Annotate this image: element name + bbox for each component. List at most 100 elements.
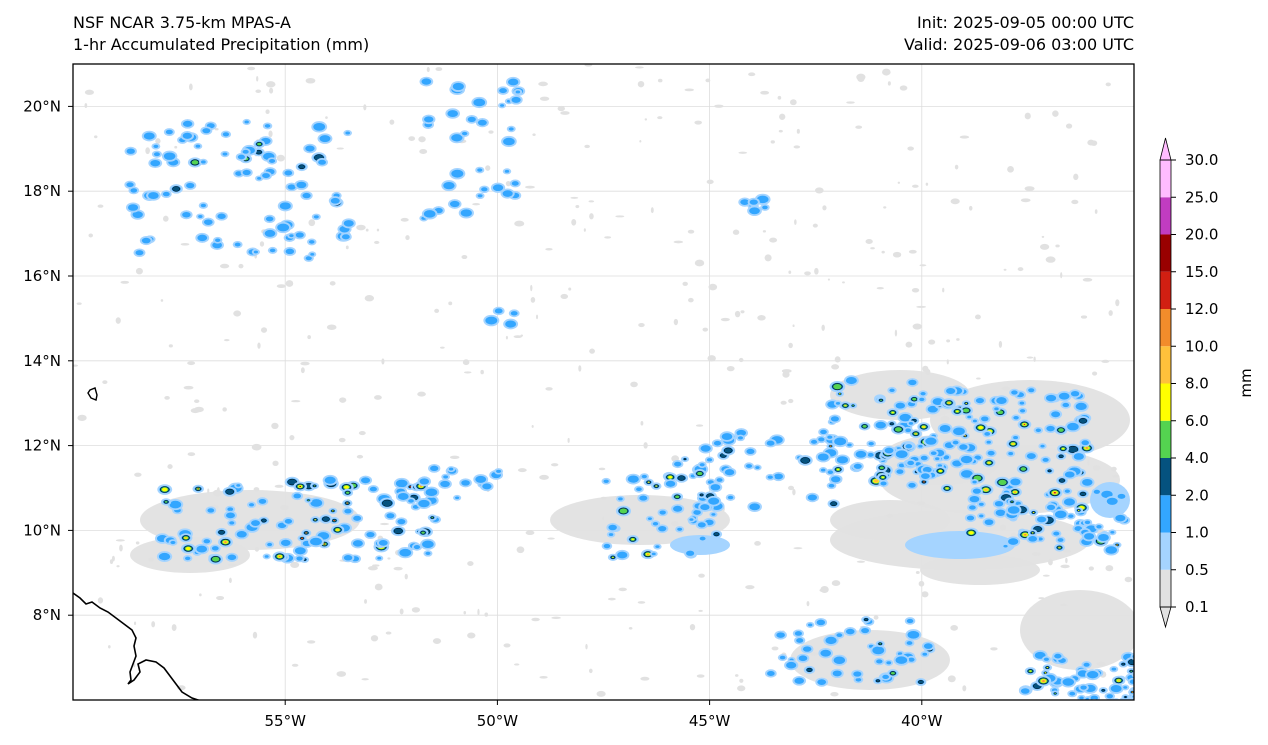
rain-cell-core [697, 522, 706, 528]
drizzle-speck [214, 128, 219, 131]
drizzle-speck [673, 318, 679, 326]
drizzle-speck [865, 238, 873, 244]
drizzle-speck [842, 281, 845, 284]
drizzle-speck [367, 565, 378, 571]
rain-cell-core [794, 631, 803, 636]
rain-cell-core [706, 458, 713, 462]
drizzle-speck [644, 118, 648, 121]
rain-cell-core [295, 232, 304, 238]
rain-cell-core [253, 250, 258, 254]
rain-cell-intense [683, 458, 687, 461]
rain-cell-core [827, 435, 833, 439]
drizzle-speck [356, 224, 366, 231]
rain-cell-intense [1011, 501, 1013, 503]
drizzle-speck [269, 87, 274, 94]
drizzle-speck [1048, 558, 1053, 566]
rain-cell-core [1115, 514, 1126, 522]
drizzle-speck [831, 580, 841, 587]
rain-cell-core [987, 450, 995, 456]
rain-cell-core [248, 503, 255, 507]
rain-cell-core [639, 495, 648, 501]
rain-cell-core [686, 550, 695, 556]
drizzle-speck [151, 621, 156, 628]
rain-cell-core [845, 376, 857, 385]
rain-cell-core [127, 204, 139, 211]
rain-cell-core [1008, 452, 1014, 456]
lon-tick-label: 40°W [901, 712, 943, 730]
drizzle-speck [788, 342, 793, 349]
drizzle-speck [778, 129, 783, 133]
rain-cell-core [227, 507, 234, 512]
drizzle-speck [950, 625, 959, 631]
rain-cell-core [907, 460, 915, 466]
drizzle-speck [194, 399, 200, 404]
drizzle-speck [539, 96, 550, 101]
drizzle-speck [708, 283, 718, 291]
drizzle-speck [571, 218, 577, 226]
rain-cell-core [473, 98, 486, 107]
rain-cell-intense [873, 479, 879, 483]
rain-cell-core [708, 497, 720, 505]
drizzle-speck [788, 398, 794, 404]
rain-cell-intense [1134, 674, 1137, 676]
rain-cell-core [1110, 685, 1122, 693]
drizzle-speck [1033, 356, 1036, 362]
drizzle-speck [108, 645, 111, 649]
rain-cell-intense [1124, 696, 1127, 699]
rain-cell-core [1054, 510, 1067, 519]
rain-cell-core [967, 415, 972, 419]
rain-cell-core [807, 623, 813, 627]
rain-cell-core [451, 169, 464, 178]
drizzle-speck [584, 144, 590, 149]
rain-cell-intense [1024, 534, 1027, 536]
drizzle-speck [925, 368, 931, 375]
drizzle-speck [777, 95, 782, 100]
drizzle-speck [1014, 449, 1019, 457]
colorbar-unit-label: mm [1237, 368, 1255, 397]
rain-cell-intense [1020, 467, 1026, 471]
drizzle-speck [745, 585, 755, 590]
rain-cell-core [264, 124, 271, 128]
rain-cell-core [215, 238, 221, 242]
rain-cell-core [422, 540, 434, 549]
drizzle-speck [615, 215, 625, 218]
drizzle-speck [607, 597, 616, 601]
drizzle-speck [265, 109, 270, 114]
rain-cell-intense [298, 164, 306, 170]
colorbar-tick-label: 8.0 [1185, 375, 1209, 393]
drizzle-speck [448, 301, 453, 306]
drizzle-speck [568, 287, 572, 291]
drizzle-speck [876, 286, 884, 290]
rain-cell-core [1083, 662, 1090, 667]
drizzle-speck [222, 407, 227, 412]
rain-cell-core [674, 461, 682, 467]
drizzle-speck [484, 612, 489, 617]
rain-cell-core [927, 405, 938, 413]
valid-time: Valid: 2025-09-06 03:00 UTC [903, 35, 1134, 54]
rain-cell-core [923, 643, 933, 649]
drizzle-speck [289, 434, 295, 441]
drizzle-speck [76, 302, 82, 305]
rain-cell-intense [1031, 532, 1034, 534]
rain-cell-core [200, 203, 207, 208]
rain-cell-core [1019, 409, 1026, 413]
rain-cell-core [212, 241, 222, 249]
rain-cell-core [294, 547, 306, 555]
drizzle-speck [370, 635, 379, 642]
rain-cell-core [699, 536, 706, 541]
rain-cell-core [182, 120, 193, 127]
drizzle-speck [545, 387, 553, 391]
drizzle-speck [1088, 566, 1094, 571]
rain-cell-core [1106, 497, 1118, 505]
drizzle-speck [857, 75, 865, 83]
drizzle-speck [115, 317, 121, 324]
rain-cell-core [153, 152, 160, 157]
rain-cell-core [302, 192, 311, 199]
rain-cell-core [906, 641, 913, 645]
drizzle-speck [814, 187, 824, 194]
drizzle-speck [915, 570, 920, 574]
rain-cell-core [153, 144, 159, 148]
drizzle-speck [1041, 235, 1045, 238]
drizzle-speck [584, 64, 593, 67]
drizzle-speck [589, 348, 595, 354]
